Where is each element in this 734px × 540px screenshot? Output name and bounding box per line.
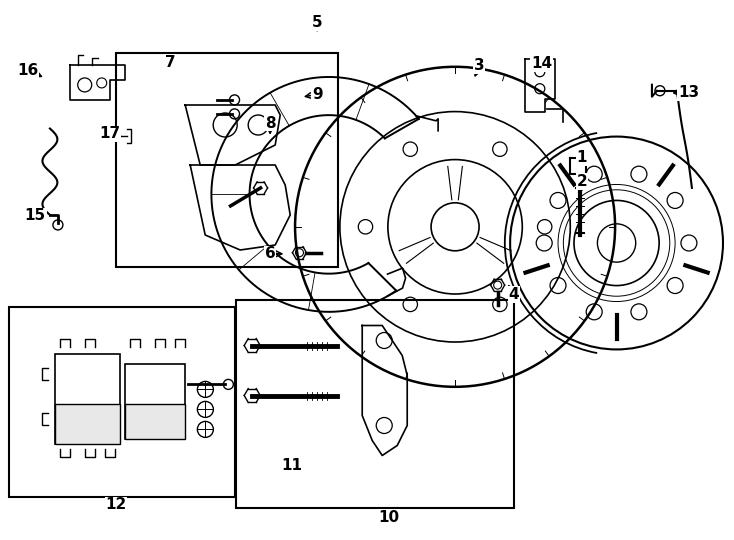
Polygon shape [126, 364, 186, 440]
Polygon shape [55, 404, 120, 444]
Text: 14: 14 [531, 56, 552, 71]
Text: 12: 12 [106, 497, 126, 512]
Text: 11: 11 [282, 458, 302, 473]
Text: 16: 16 [18, 63, 38, 78]
Text: 13: 13 [678, 85, 699, 100]
Circle shape [655, 86, 665, 96]
Polygon shape [55, 354, 120, 444]
Text: 7: 7 [165, 55, 175, 70]
Text: 9: 9 [312, 87, 322, 102]
Bar [116, 53, 338, 267]
Polygon shape [126, 404, 186, 440]
Text: 1: 1 [577, 150, 587, 165]
Text: 17: 17 [100, 126, 120, 141]
Bar [236, 300, 514, 508]
Text: 4: 4 [509, 287, 519, 302]
Text: 5: 5 [312, 15, 322, 30]
Text: 15: 15 [25, 208, 46, 224]
Text: 10: 10 [379, 510, 399, 525]
Circle shape [223, 380, 233, 389]
Text: 8: 8 [265, 116, 275, 131]
Text: 3: 3 [474, 58, 484, 73]
Bar [9, 307, 235, 497]
Text: 2: 2 [577, 174, 587, 189]
Text: 6: 6 [265, 246, 275, 261]
Circle shape [431, 203, 479, 251]
